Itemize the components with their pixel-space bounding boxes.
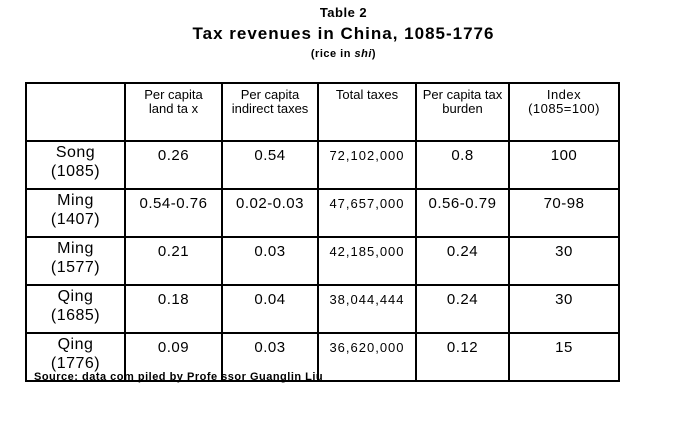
row-dynasty: Ming bbox=[57, 240, 94, 257]
header-indirect-taxes: Per capita indirect taxes bbox=[221, 82, 319, 142]
header-tax-burden-text: Per capita tax burden bbox=[422, 87, 503, 116]
row-year: (1577) bbox=[50, 259, 101, 276]
cell-total-taxes: 47,657,000 bbox=[317, 188, 417, 238]
cell-tax-burden: 0.8 bbox=[415, 140, 510, 190]
header-land-tax-text: Per capita land ta x bbox=[144, 87, 203, 116]
source-note: Source: data com piled by Profe ssor Gua… bbox=[34, 371, 324, 383]
row-year: (1407) bbox=[50, 211, 101, 228]
header-land-tax: Per capita land ta x bbox=[124, 82, 223, 142]
table-row: Ming (1577) 0.21 0.03 42,185,000 0.24 30 bbox=[25, 236, 620, 286]
row-label: Qing (1776) bbox=[25, 332, 126, 382]
unit-prefix: (rice in bbox=[310, 48, 355, 60]
cell-total-taxes: 36,620,000 bbox=[317, 332, 417, 382]
table-title: Tax revenues in China, 1085-1776 bbox=[192, 24, 495, 43]
row-dynasty: Qing bbox=[57, 336, 94, 353]
header-empty bbox=[25, 82, 126, 142]
cell-total-taxes: 38,044,444 bbox=[317, 284, 417, 334]
cell-index: 30 bbox=[508, 236, 620, 286]
unit-suffix: ) bbox=[371, 48, 377, 60]
row-label: Song (1085) bbox=[25, 140, 126, 190]
header-total-taxes: Total taxes bbox=[317, 82, 417, 142]
cell-index: 100 bbox=[508, 140, 620, 190]
header-index: Index (1085=100) bbox=[508, 82, 620, 142]
table-row: Ming (1407) 0.54-0.76 0.02-0.03 47,657,00… bbox=[25, 188, 620, 238]
cell-total-taxes: 42,185,000 bbox=[317, 236, 417, 286]
cell-tax-burden: 0.24 bbox=[415, 236, 510, 286]
cell-tax-burden: 0.12 bbox=[415, 332, 510, 382]
cell-land-tax: 0.26 bbox=[124, 140, 223, 190]
cell-tax-burden: 0.24 bbox=[415, 284, 510, 334]
cell-tax-burden: 0.56-0.79 bbox=[415, 188, 510, 238]
row-year: (1776) bbox=[50, 355, 101, 372]
cell-index: 15 bbox=[508, 332, 620, 382]
cell-index: 30 bbox=[508, 284, 620, 334]
cell-index: 70-98 bbox=[508, 188, 620, 238]
table-label: Table 2 bbox=[319, 5, 368, 20]
row-dynasty: Qing bbox=[57, 288, 94, 305]
cell-land-tax: 0.54-0.76 bbox=[124, 188, 223, 238]
cell-indirect-taxes: 0.04 bbox=[221, 284, 319, 334]
header-index-text: Index (1085=100) bbox=[528, 87, 600, 116]
row-year: (1685) bbox=[50, 307, 101, 324]
cell-indirect-taxes: 0.54 bbox=[221, 140, 319, 190]
cell-land-tax: 0.18 bbox=[124, 284, 223, 334]
row-dynasty: Ming bbox=[57, 192, 94, 209]
row-label: Ming (1577) bbox=[25, 236, 126, 286]
cell-total-taxes: 72,102,000 bbox=[317, 140, 417, 190]
header-indirect-taxes-text: Per capita indirect taxes bbox=[231, 87, 309, 116]
table-row: Song (1085) 0.26 0.54 72,102,000 0.8 100 bbox=[25, 140, 620, 190]
table-row: Qing (1776) 0.09 0.03 36,620,000 0.12 15 bbox=[25, 332, 620, 382]
cell-land-tax: 0.21 bbox=[124, 236, 223, 286]
row-year: (1085) bbox=[50, 163, 101, 180]
unit-italic: shi bbox=[354, 48, 372, 60]
header-tax-burden: Per capita tax burden bbox=[415, 82, 510, 142]
cell-indirect-taxes: 0.03 bbox=[221, 332, 319, 382]
table-header-row: Per capita land ta x Per capita indirect… bbox=[25, 82, 620, 142]
row-label: Qing (1685) bbox=[25, 284, 126, 334]
cell-indirect-taxes: 0.03 bbox=[221, 236, 319, 286]
header-total-taxes-text: Total taxes bbox=[335, 87, 399, 102]
tax-revenue-table: Per capita land ta x Per capita indirect… bbox=[25, 82, 620, 382]
row-dynasty: Song bbox=[55, 144, 96, 161]
table-unit-note: (rice in shi) bbox=[0, 48, 687, 60]
row-label: Ming (1407) bbox=[25, 188, 126, 238]
table-row: Qing (1685) 0.18 0.04 38,044,444 0.24 30 bbox=[25, 284, 620, 334]
cell-land-tax: 0.09 bbox=[124, 332, 223, 382]
cell-indirect-taxes: 0.02-0.03 bbox=[221, 188, 319, 238]
